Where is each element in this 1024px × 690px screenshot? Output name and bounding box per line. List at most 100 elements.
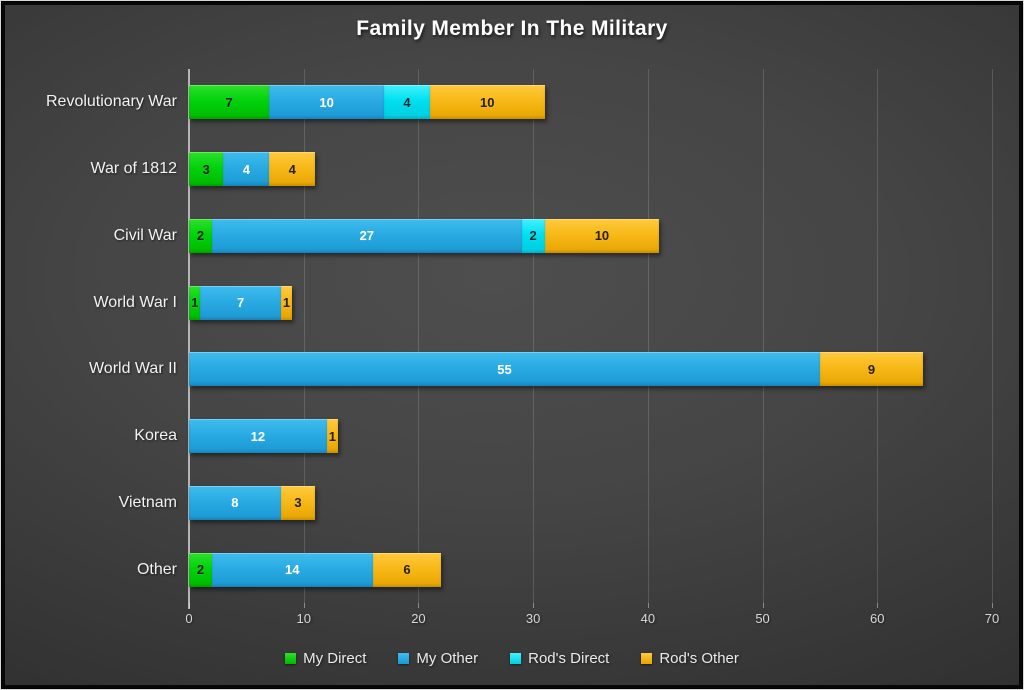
axis-tick bbox=[533, 603, 535, 608]
bar-value-label: 4 bbox=[403, 94, 411, 110]
bar-segment-my-direct: 2 bbox=[189, 552, 212, 587]
bar-segment-rod-s-other: 1 bbox=[326, 419, 339, 454]
x-axis-label: 10 bbox=[296, 611, 311, 626]
gridline bbox=[762, 69, 764, 603]
bar-value-label: 2 bbox=[196, 562, 205, 578]
legend-swatch-rod-s-other bbox=[641, 653, 653, 664]
bar-value-label: 10 bbox=[479, 94, 495, 110]
category-label-world-war-i: World War I bbox=[93, 293, 177, 311]
bar-segment-my-other: 27 bbox=[211, 218, 522, 253]
gridline bbox=[877, 69, 879, 603]
bar-value-label: 2 bbox=[196, 228, 205, 244]
legend-entry-my-other: My Other bbox=[398, 650, 478, 667]
bar-value-label: 2 bbox=[529, 228, 537, 244]
x-axis-label: 70 bbox=[984, 611, 1000, 626]
y-axis-line bbox=[188, 69, 190, 609]
bar-row-civil-war: 2 27 2 10 bbox=[189, 218, 660, 253]
bar-value-label: 12 bbox=[250, 428, 266, 444]
x-axis-label: 20 bbox=[411, 611, 426, 626]
category-label-revolutionary-war: Revolutionary War bbox=[45, 93, 177, 111]
gridline bbox=[418, 69, 420, 603]
x-axis-label: 30 bbox=[525, 611, 541, 626]
legend-entry-rod-s-direct: Rod's Direct bbox=[510, 650, 609, 667]
axis-tick bbox=[992, 603, 993, 608]
x-axis-label: 40 bbox=[640, 611, 656, 626]
bar-row-revolutionary-war: 7 10 4 10 bbox=[189, 85, 545, 120]
bar-row-world-war-i: 1 7 1 bbox=[189, 285, 293, 320]
bar-value-label: 10 bbox=[319, 94, 334, 110]
bar-value-label: 7 bbox=[225, 94, 233, 110]
gridline bbox=[647, 69, 649, 603]
category-label-other: Other bbox=[136, 560, 177, 578]
chart-title: Family Member In The Military bbox=[356, 17, 668, 40]
gridline bbox=[992, 69, 993, 603]
bar-segment-my-other: 4 bbox=[223, 152, 270, 187]
legend-swatch-my-direct bbox=[285, 653, 297, 664]
x-axis-label: 50 bbox=[755, 611, 770, 626]
bar-value-label: 1 bbox=[282, 295, 291, 311]
legend-entry-my-direct: My Direct bbox=[285, 650, 366, 667]
legend-entry-rod-s-other: Rod's Other bbox=[641, 650, 739, 667]
category-label-korea: Korea bbox=[134, 427, 177, 445]
bar-segment-rod-s-direct: 4 bbox=[384, 85, 430, 120]
axis-tick bbox=[647, 603, 649, 608]
axis-tick bbox=[303, 603, 305, 608]
gridline bbox=[303, 69, 305, 603]
bar-segment-my-direct: 1 bbox=[189, 285, 201, 320]
x-axis-label: 0 bbox=[185, 611, 193, 626]
bar-value-label: 3 bbox=[202, 161, 210, 177]
bar-segment-my-other: 8 bbox=[189, 485, 281, 520]
bar-segment-my-direct: 3 bbox=[189, 152, 224, 187]
axis-tick bbox=[762, 603, 764, 608]
legend-swatch-rod-s-direct bbox=[510, 653, 522, 664]
gridline bbox=[533, 69, 535, 603]
category-label-world-war-ii: World War II bbox=[88, 360, 177, 378]
bar-value-label: 55 bbox=[497, 361, 512, 377]
bar-segment-rod-s-other: 4 bbox=[269, 152, 316, 187]
bar-value-label: 4 bbox=[288, 161, 296, 177]
axis-tick bbox=[877, 603, 879, 608]
bar-segment-my-other: 7 bbox=[200, 285, 281, 320]
bar-segment-my-other: 10 bbox=[269, 85, 384, 120]
bar-segment-my-other: 55 bbox=[189, 352, 820, 387]
legend-label: My Direct bbox=[303, 650, 367, 667]
bar-segment-my-direct: 7 bbox=[189, 85, 270, 120]
category-label-civil-war: Civil War bbox=[113, 226, 177, 244]
bar-row-korea: 12 1 bbox=[189, 419, 339, 454]
bar-value-label: 14 bbox=[285, 562, 300, 578]
bar-value-label: 9 bbox=[867, 361, 876, 377]
bar-value-label: 1 bbox=[328, 428, 336, 444]
bar-row-other: 2 14 6 bbox=[189, 552, 442, 587]
axis-tick bbox=[189, 603, 190, 608]
bar-row-world-war-ii: 55 9 bbox=[189, 352, 924, 387]
legend-swatch-my-other bbox=[398, 653, 410, 664]
bar-value-label: 1 bbox=[191, 295, 199, 311]
legend-label: Rod's Direct bbox=[528, 650, 610, 667]
bar-value-label: 8 bbox=[231, 495, 239, 511]
bar-segment-my-other: 12 bbox=[189, 419, 327, 454]
bar-value-label: 3 bbox=[294, 495, 302, 511]
bar-value-label: 6 bbox=[403, 562, 411, 578]
bar-value-label: 4 bbox=[242, 161, 250, 177]
bar-segment-rod-s-other: 9 bbox=[819, 352, 924, 387]
bar-value-label: 7 bbox=[237, 295, 245, 311]
bar-value-label: 27 bbox=[359, 228, 375, 244]
bar-segment-rod-s-other: 10 bbox=[544, 218, 660, 253]
x-axis-label: 60 bbox=[870, 611, 885, 626]
legend: My Direct My Other Rod's Direct Rod's Other bbox=[5, 650, 1019, 667]
bar-segment-my-other: 14 bbox=[211, 552, 373, 587]
bar-value-label: 10 bbox=[594, 228, 610, 244]
bar-segment-rod-s-other: 1 bbox=[280, 285, 293, 320]
category-label-war-of-1812: War of 1812 bbox=[90, 160, 177, 178]
bar-segment-rod-s-direct: 2 bbox=[521, 218, 545, 253]
category-label-vietnam: Vietnam bbox=[118, 493, 177, 511]
axis-tick bbox=[418, 603, 420, 608]
bar-segment-rod-s-other: 3 bbox=[280, 485, 316, 520]
bar-segment-my-direct: 2 bbox=[189, 218, 212, 253]
legend-label: My Other bbox=[416, 650, 479, 667]
bar-segment-rod-s-other: 6 bbox=[372, 552, 442, 587]
legend-label: Rod's Other bbox=[659, 650, 739, 667]
bar-row-war-of-1812: 3 4 4 bbox=[189, 152, 316, 187]
